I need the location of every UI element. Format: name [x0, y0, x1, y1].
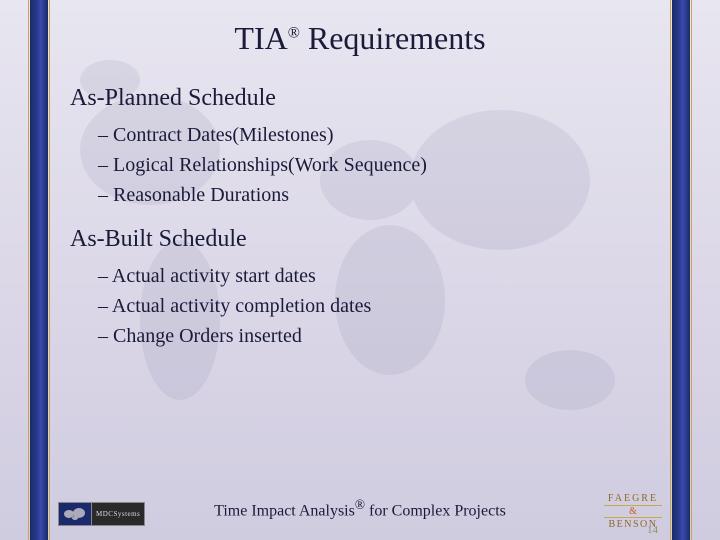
footer-registered: ® [355, 497, 365, 512]
section-heading: As-Built Schedule [70, 226, 650, 253]
logo-top: FAEGRE [604, 493, 662, 506]
list-item: Reasonable Durations [98, 180, 650, 210]
mdc-systems-logo: MDCSystems [58, 500, 146, 528]
footer-pre: Time Impact Analysis [214, 502, 355, 519]
mdc-logo-text: MDCSystems [92, 502, 145, 526]
section-as-planned: As-Planned Schedule Contract Dates(Miles… [70, 85, 650, 210]
list-item: Actual activity start dates [98, 261, 650, 291]
title-rest: Requirements [300, 20, 486, 56]
list-item: Logical Relationships(Work Sequence) [98, 150, 650, 180]
page-number: 14 [647, 524, 658, 536]
section-as-built: As-Built Schedule Actual activity start … [70, 226, 650, 351]
list-item: Actual activity completion dates [98, 291, 650, 321]
gold-rule [691, 0, 692, 540]
section-heading: As-Planned Schedule [70, 85, 650, 112]
slide-content: TIA® Requirements As-Planned Schedule Co… [60, 0, 660, 540]
globe-icon [58, 502, 92, 526]
footer-post: for Complex Projects [365, 502, 506, 519]
gold-rule [670, 0, 671, 540]
slide-footer: Time Impact Analysis® for Complex Projec… [60, 497, 660, 520]
slide-title: TIA® Requirements [70, 20, 650, 57]
right-sidebar-decoration [672, 0, 690, 540]
left-sidebar-decoration [30, 0, 48, 540]
list-item: Change Orders inserted [98, 321, 650, 351]
gold-rule [28, 0, 29, 540]
title-main: TIA [234, 20, 287, 56]
logo-amp: & [604, 506, 662, 517]
bullet-list: Contract Dates(Milestones) Logical Relat… [98, 120, 650, 210]
gold-rule [49, 0, 50, 540]
bullet-list: Actual activity start dates Actual activ… [98, 261, 650, 351]
title-registered: ® [288, 24, 300, 41]
list-item: Contract Dates(Milestones) [98, 120, 650, 150]
